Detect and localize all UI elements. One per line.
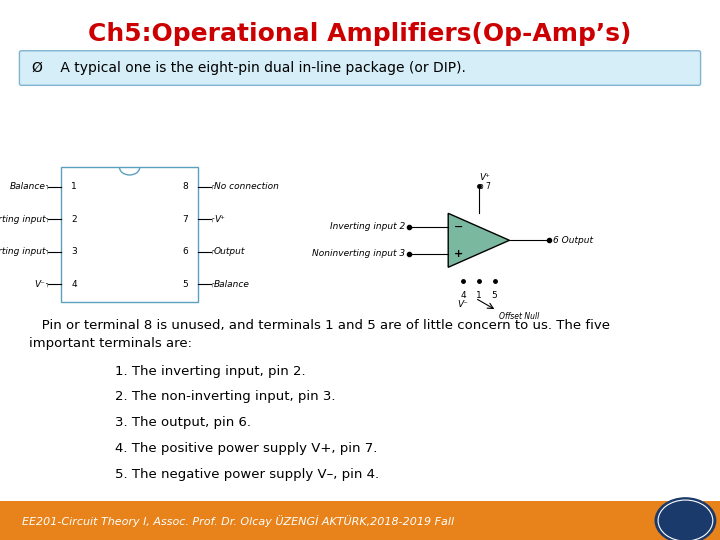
Text: 1: 1 xyxy=(476,291,482,300)
Text: ┌: ┌ xyxy=(211,249,215,254)
Text: 3: 3 xyxy=(71,247,77,256)
Text: 1. The inverting input, pin 2.: 1. The inverting input, pin 2. xyxy=(115,364,306,377)
Text: 6 Output: 6 Output xyxy=(553,236,593,245)
Text: Inverting input 2: Inverting input 2 xyxy=(330,222,405,231)
Text: 8: 8 xyxy=(182,183,188,192)
Text: −: − xyxy=(454,222,463,232)
Text: ┐: ┐ xyxy=(45,185,48,190)
Text: 2: 2 xyxy=(71,215,77,224)
FancyBboxPatch shape xyxy=(19,51,701,85)
Text: +: + xyxy=(454,249,463,259)
Text: 4: 4 xyxy=(71,280,77,289)
Text: V⁺: V⁺ xyxy=(479,173,490,182)
Text: 4: 4 xyxy=(460,291,466,300)
Text: V⁻: V⁻ xyxy=(35,280,45,289)
Text: V⁻: V⁻ xyxy=(457,300,469,309)
Text: No connection: No connection xyxy=(214,183,279,192)
Text: o 7: o 7 xyxy=(479,181,490,191)
Text: 2. The non-inverting input, pin 3.: 2. The non-inverting input, pin 3. xyxy=(115,390,336,403)
Text: 5: 5 xyxy=(492,291,498,300)
Text: 7: 7 xyxy=(182,215,188,224)
Text: 5. The negative power supply V–, pin 4.: 5. The negative power supply V–, pin 4. xyxy=(115,468,379,481)
Text: 4. The positive power supply V+, pin 7.: 4. The positive power supply V+, pin 7. xyxy=(115,442,377,455)
Text: Balance: Balance xyxy=(9,183,45,192)
Text: Ø    A typical one is the eight-pin dual in-line package (or DIP).: Ø A typical one is the eight-pin dual in… xyxy=(32,61,467,75)
Text: Noninverting input 3: Noninverting input 3 xyxy=(312,249,405,258)
Text: EE201-Circuit Theory I, Assoc. Prof. Dr. Olcay ÜZENGİ AKTÜRK,2018-2019 Fall: EE201-Circuit Theory I, Assoc. Prof. Dr.… xyxy=(22,515,454,526)
Text: ┌: ┌ xyxy=(211,217,215,222)
Text: ┐: ┐ xyxy=(45,217,48,222)
Polygon shape xyxy=(448,213,510,267)
Text: 1: 1 xyxy=(71,183,77,192)
Text: 6: 6 xyxy=(182,247,188,256)
Bar xyxy=(0,501,720,540)
Circle shape xyxy=(655,498,716,540)
Text: Offset Null: Offset Null xyxy=(499,312,539,321)
Text: ┐: ┐ xyxy=(45,282,48,287)
Text: Noninverting input: Noninverting input xyxy=(0,247,45,256)
Text: Pin or terminal 8 is unused, and terminals 1 and 5 are of little concern to us. : Pin or terminal 8 is unused, and termina… xyxy=(29,319,610,349)
Text: 5: 5 xyxy=(182,280,188,289)
Text: Ch5:Operational Amplifiers(Op-Amp’s): Ch5:Operational Amplifiers(Op-Amp’s) xyxy=(89,22,631,45)
Text: Balance: Balance xyxy=(214,280,250,289)
Text: Output: Output xyxy=(214,247,246,256)
Text: 3. The output, pin 6.: 3. The output, pin 6. xyxy=(115,416,251,429)
Bar xyxy=(61,167,198,302)
Text: ┌: ┌ xyxy=(211,282,215,287)
Text: Inverting input: Inverting input xyxy=(0,215,45,224)
Text: ┐: ┐ xyxy=(45,249,48,254)
Text: ┌: ┌ xyxy=(211,185,215,190)
Text: V⁺: V⁺ xyxy=(214,215,225,224)
